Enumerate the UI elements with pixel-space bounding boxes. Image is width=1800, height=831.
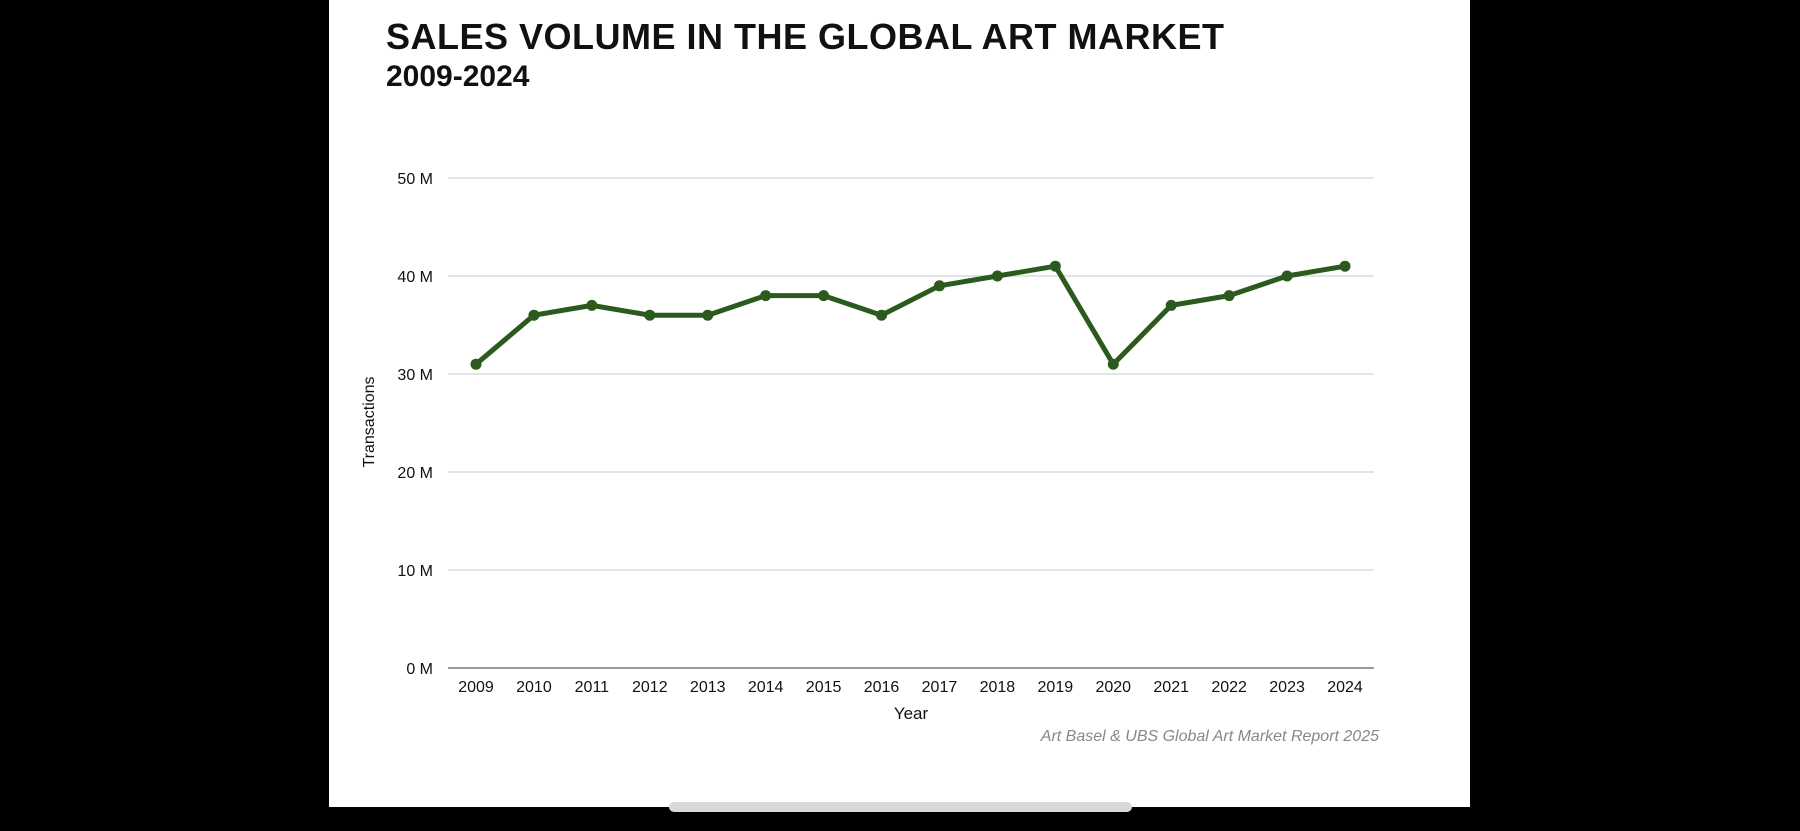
x-tick-label: 2015 (806, 679, 842, 696)
data-point-2010 (528, 309, 540, 321)
data-point-2014 (760, 290, 772, 302)
x-tick-label: 2013 (690, 679, 726, 696)
data-point-2015 (818, 290, 830, 302)
x-tick-label: 2022 (1211, 679, 1247, 696)
x-tick-label: 2010 (516, 679, 552, 696)
y-tick-label: 0 M (406, 661, 433, 678)
y-tick-label: 40 M (397, 269, 433, 286)
data-point-2020 (1107, 358, 1119, 370)
y-tick-label: 50 M (397, 171, 433, 188)
x-tick-label: 2017 (922, 679, 958, 696)
data-point-2013 (702, 309, 714, 321)
x-tick-label: 2018 (980, 679, 1016, 696)
data-point-2022 (1223, 290, 1235, 302)
x-tick-label: 2009 (458, 679, 494, 696)
data-point-2011 (586, 299, 598, 311)
y-tick-label: 10 M (397, 563, 433, 580)
horizontal-scrollbar[interactable] (669, 802, 1132, 812)
series-line (474, 263, 1346, 367)
x-tick-label: 2019 (1038, 679, 1074, 696)
data-point-2019 (1049, 260, 1061, 272)
x-tick-label: 2016 (864, 679, 900, 696)
y-tick-label: 20 M (397, 465, 433, 482)
data-point-2012 (644, 309, 656, 321)
y-tick-label: 30 M (397, 367, 433, 384)
x-tick-label: 2023 (1269, 679, 1305, 696)
data-point-2021 (1165, 299, 1177, 311)
data-point-2017 (933, 280, 945, 292)
source-note: Art Basel & UBS Global Art Market Report… (1040, 728, 1379, 745)
x-tick-label: 2012 (632, 679, 668, 696)
x-tick-label: 2024 (1327, 679, 1363, 696)
data-point-2023 (1281, 270, 1293, 282)
x-tick-label: 2011 (575, 679, 610, 696)
x-axis-label: Year (894, 704, 929, 723)
y-axis-label: Transactions (361, 377, 378, 468)
chart-title: SALES VOLUME IN THE GLOBAL ART MARKET (386, 16, 1225, 57)
data-point-2009 (470, 358, 482, 370)
x-tick-label: 2021 (1153, 679, 1189, 696)
x-tick-label: 2020 (1095, 679, 1131, 696)
x-tick-label: 2014 (748, 679, 784, 696)
chart-subtitle: 2009-2024 (386, 60, 530, 93)
chart-panel (329, 0, 1470, 807)
data-point-2018 (991, 270, 1003, 282)
data-point-2016 (876, 309, 888, 321)
data-point-2024 (1339, 260, 1351, 272)
